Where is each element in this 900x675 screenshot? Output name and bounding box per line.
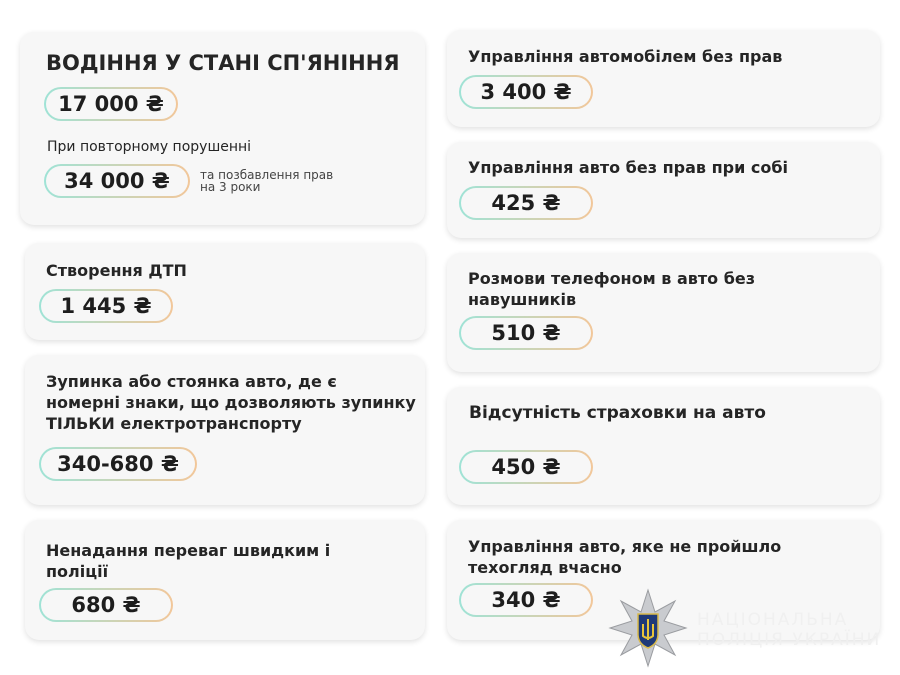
fine-pill: 450 ₴ <box>459 450 593 484</box>
card-no-license: Управління автомобілем без прав 3 400 ₴ <box>447 30 880 127</box>
fine-pill: 340-680 ₴ <box>39 447 197 481</box>
repeat-note: та позбавлення прав на 3 роки <box>200 168 334 194</box>
police-star-logo-icon <box>608 588 688 668</box>
card-title: Зупинка або стоянка авто, де є номерні з… <box>46 372 416 433</box>
fine-pill: 425 ₴ <box>459 186 593 220</box>
card-phone: Розмови телефоном в авто без навушників … <box>447 253 880 372</box>
logo-text: НАЦІОНАЛЬНА ПОЛІЦІЯ УКРАЇНИ <box>697 610 882 650</box>
fine-pill: 17 000 ₴ <box>44 87 178 121</box>
fine-pill: 510 ₴ <box>459 316 593 350</box>
repeat-fine-pill: 34 000 ₴ <box>44 164 190 198</box>
fine-pill: 3 400 ₴ <box>459 75 593 109</box>
card-license-not-carried: Управління авто без прав при собі 425 ₴ <box>447 142 880 238</box>
fine-pill: 340 ₴ <box>459 583 593 617</box>
card-title: Управління авто без прав при собі <box>468 158 788 177</box>
card-accident: Створення ДТП 1 445 ₴ <box>25 243 425 340</box>
card-title: Ненадання переваг швидким і поліції <box>46 541 331 581</box>
card-priority: Ненадання переваг швидким і поліції 680 … <box>25 520 425 640</box>
card-title: Розмови телефоном в авто без навушників <box>468 269 756 309</box>
card-ev-parking: Зупинка або стоянка авто, де є номерні з… <box>25 355 425 505</box>
card-insurance: Відсутність страховки на авто 450 ₴ <box>447 387 880 505</box>
card-title: Створення ДТП <box>46 261 187 280</box>
card-drunk-driving: ВОДІННЯ У СТАНІ СП'ЯНІННЯ 17 000 ₴ При п… <box>20 32 425 225</box>
card-title: ВОДІННЯ У СТАНІ СП'ЯНІННЯ <box>46 51 400 75</box>
repeat-label: При повторному порушенні <box>47 139 252 155</box>
card-title: Управління авто, яке не пройшло техогляд… <box>468 537 782 577</box>
fine-pill: 680 ₴ <box>39 588 173 622</box>
fine-pill: 1 445 ₴ <box>39 289 173 323</box>
card-title: Управління автомобілем без прав <box>468 47 783 66</box>
card-title: Відсутність страховки на авто <box>469 403 766 423</box>
